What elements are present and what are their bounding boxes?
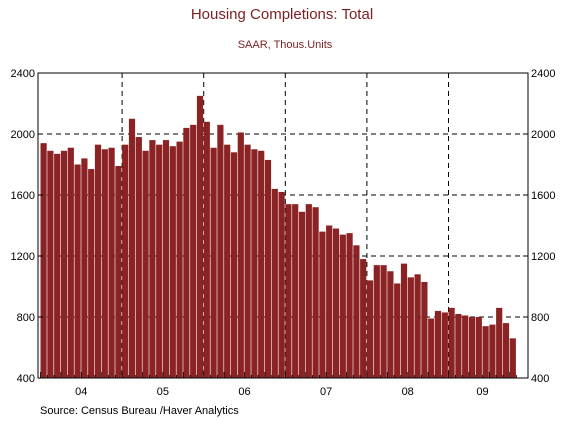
bar <box>339 234 346 378</box>
y-tick-label-right: 1600 <box>531 190 555 202</box>
bar <box>108 147 115 378</box>
bar <box>441 312 448 378</box>
bar <box>156 144 163 378</box>
bar <box>312 207 319 378</box>
x-tick-label: 07 <box>320 386 332 398</box>
bar <box>203 121 210 379</box>
ticks <box>38 72 528 379</box>
bar <box>394 283 401 378</box>
plot-frame <box>37 72 529 379</box>
bar <box>196 95 204 379</box>
y-axis-right-labels: 400 800 1200 1600 2000 2400 <box>531 68 555 385</box>
y-tick-label-left: 1600 <box>11 190 35 202</box>
x-tick-label: 05 <box>157 386 169 398</box>
bar <box>74 164 81 378</box>
bar <box>162 140 170 378</box>
bar <box>81 158 88 378</box>
bar <box>332 228 340 378</box>
y-tick-label-right: 2400 <box>531 68 555 80</box>
bar <box>298 211 306 378</box>
bar <box>237 132 244 378</box>
bar <box>400 263 408 379</box>
y-tick-label-right: 800 <box>531 312 549 324</box>
chart-subtitle: SAAR, Thous.Units <box>238 39 333 51</box>
y-tick-label-right: 1200 <box>531 251 555 263</box>
y-tick-label-left: 2400 <box>11 68 35 80</box>
bar <box>373 265 380 378</box>
bar <box>496 307 503 378</box>
bar <box>94 144 102 378</box>
bar <box>475 317 482 378</box>
bar <box>176 141 183 379</box>
y-tick-label-left: 1200 <box>11 251 35 263</box>
x-tick-label: 08 <box>402 386 414 398</box>
bar <box>319 231 326 378</box>
bar <box>224 144 231 378</box>
bar <box>462 315 469 378</box>
x-tick-label: 06 <box>238 386 250 398</box>
bar <box>380 265 387 378</box>
source-note: Source: Census Bureau /Haver Analytics <box>40 405 239 417</box>
bar <box>414 274 421 378</box>
y-tick-label-right: 2000 <box>531 129 555 141</box>
bar <box>122 144 129 378</box>
y-tick-label-left: 400 <box>17 373 35 385</box>
y-axis-left-labels: 400 800 1200 1600 2000 2400 <box>11 68 35 385</box>
bar <box>244 144 251 378</box>
bar <box>455 313 462 378</box>
bar <box>428 318 435 378</box>
bar <box>489 324 496 379</box>
bar <box>60 150 68 378</box>
bar <box>115 166 122 378</box>
bar <box>264 159 272 378</box>
bar <box>47 150 54 378</box>
bar <box>421 281 428 378</box>
bars <box>40 95 516 379</box>
bar <box>482 326 489 378</box>
chart-title: Housing Completions: Total <box>191 6 373 23</box>
bar <box>502 323 510 378</box>
bar <box>407 277 414 378</box>
bar <box>40 143 47 378</box>
bar <box>88 169 95 378</box>
bar <box>67 147 74 378</box>
bar <box>305 204 312 378</box>
bar <box>217 124 224 378</box>
bar <box>251 149 258 378</box>
bar <box>326 225 333 378</box>
bar <box>387 271 394 378</box>
bar <box>149 140 156 378</box>
bar <box>210 147 217 378</box>
x-axis-labels: 04 05 06 07 08 09 <box>75 386 488 398</box>
bar <box>509 338 516 378</box>
bar <box>448 307 455 378</box>
bar <box>128 118 136 378</box>
bar <box>101 149 108 378</box>
bar <box>292 204 299 378</box>
bar <box>360 259 367 378</box>
bar <box>183 127 190 379</box>
bar <box>278 191 285 378</box>
bar <box>230 152 238 378</box>
bar <box>54 153 61 378</box>
bar <box>258 150 265 378</box>
x-tick-label: 04 <box>75 386 87 398</box>
bar <box>169 146 176 378</box>
bar <box>190 124 197 378</box>
bar <box>346 233 353 379</box>
bar <box>271 188 278 378</box>
bar <box>366 280 374 378</box>
y-tick-label-right: 400 <box>531 373 549 385</box>
y-tick-label-left: 2000 <box>11 129 35 141</box>
bar <box>468 317 476 378</box>
bar <box>353 245 360 378</box>
bar <box>142 150 149 378</box>
bar <box>135 137 142 378</box>
bar <box>285 204 292 378</box>
x-tick-label: 09 <box>476 386 488 398</box>
y-tick-label-left: 800 <box>17 312 35 324</box>
bar <box>434 310 442 378</box>
